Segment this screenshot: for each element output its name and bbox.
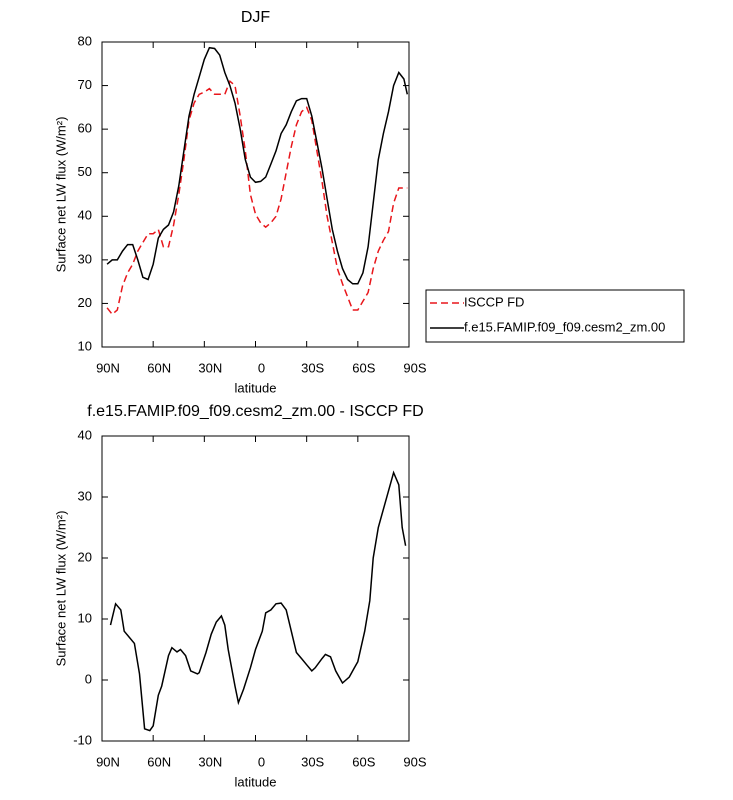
x-axis-label: latitude bbox=[235, 774, 277, 789]
x-tick-label: 0 bbox=[258, 754, 265, 769]
legend-label: ISCCP FD bbox=[464, 294, 524, 309]
y-tick-label: -10 bbox=[73, 732, 92, 747]
y-tick-label: 40 bbox=[78, 208, 92, 223]
y-axis-label: Surface net LW flux (W/m²) bbox=[53, 117, 68, 273]
y-tick-label: 80 bbox=[78, 33, 92, 48]
y-axis-label: Surface net LW flux (W/m²) bbox=[53, 511, 68, 667]
plot-frame bbox=[101, 435, 410, 742]
y-tick-label: 40 bbox=[78, 427, 92, 442]
x-axis-label: latitude bbox=[235, 380, 277, 395]
legend-label: f.e15.FAMIP.f09_f09.cesm2_zm.00 bbox=[464, 319, 665, 334]
x-tick-label: 30N bbox=[198, 360, 222, 375]
data-line bbox=[106, 46, 409, 285]
x-tick-label: 30S bbox=[301, 360, 324, 375]
x-tick-label: 60S bbox=[352, 754, 375, 769]
x-tick-label: 90N bbox=[96, 360, 120, 375]
y-tick-label: 30 bbox=[78, 251, 92, 266]
x-tick-label: 60N bbox=[147, 754, 171, 769]
x-tick-label: 60S bbox=[352, 360, 375, 375]
x-tick-label: 0 bbox=[258, 360, 265, 375]
y-tick-label: 10 bbox=[78, 338, 92, 353]
x-tick-label: 90N bbox=[96, 754, 120, 769]
y-tick-label: 70 bbox=[78, 77, 92, 92]
x-tick-label: 90S bbox=[403, 754, 426, 769]
y-tick-label: 10 bbox=[78, 610, 92, 625]
x-tick-label: 60N bbox=[147, 360, 171, 375]
y-tick-label: 20 bbox=[78, 549, 92, 564]
y-tick-label: 20 bbox=[78, 295, 92, 310]
x-tick-label: 30S bbox=[301, 754, 324, 769]
chart-title: DJF bbox=[241, 9, 271, 26]
data-line bbox=[109, 470, 407, 732]
data-line bbox=[106, 79, 408, 316]
y-tick-label: 0 bbox=[85, 671, 92, 686]
y-tick-label: 50 bbox=[78, 164, 92, 179]
legend-box bbox=[425, 289, 685, 343]
x-tick-label: 30N bbox=[198, 754, 222, 769]
y-tick-label: 60 bbox=[78, 121, 92, 136]
x-tick-label: 90S bbox=[403, 360, 426, 375]
chart-title: f.e15.FAMIP.f09_f09.cesm2_zm.00 - ISCCP … bbox=[87, 403, 423, 420]
y-tick-label: 30 bbox=[78, 488, 92, 503]
